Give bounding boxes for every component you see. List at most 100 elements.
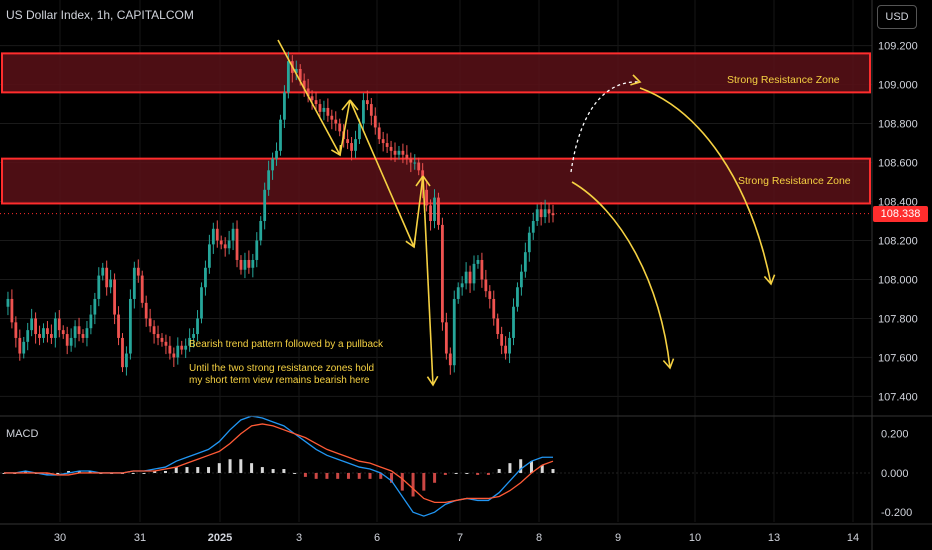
candle-body [271,158,274,171]
macd-histogram-bar [497,469,501,473]
candle-body [433,197,436,221]
candle-body [393,150,397,155]
candle-body [255,240,259,260]
candle-body [148,318,152,327]
candle-body [504,345,508,354]
candle-body [425,189,429,206]
x-tick-label: 10 [689,532,701,544]
macd-line [4,415,553,517]
macd-histogram-bar [260,467,264,473]
candle-body [437,197,440,225]
candle-body [81,334,85,338]
candle-body [334,119,338,124]
x-tick-label: 14 [847,532,859,544]
candle-body [57,318,61,331]
macd-histogram-bar [390,472,394,483]
candle-body [448,353,452,366]
macd-tick-label: 0.000 [881,468,909,480]
candle-body [472,263,476,284]
candle-body [6,298,10,307]
candle-body [405,154,409,159]
x-tick-label: 3 [296,532,302,544]
candle-body [377,127,381,140]
pullback-tick-1 [341,99,351,111]
candle-body [543,209,547,218]
candle-body [101,267,105,276]
candle-body [204,267,207,288]
last-price-tag[interactable]: 108.338 [873,206,928,222]
candle-body [152,326,156,335]
chart-title: US Dollar Index, 1h, CAPITALCOM [6,8,194,22]
projection-path-lower [571,181,671,369]
y-tick-label: 109.000 [878,80,918,92]
resistance-zone-box [1,52,871,94]
candle-body [180,345,184,350]
candle-body [460,283,464,288]
signal-line [4,423,554,504]
candle-body [302,80,306,89]
candle-body [452,298,456,366]
candle-body [365,100,369,105]
candle-body [136,267,140,276]
y-tick-label: 109.200 [878,41,918,53]
candle-body [192,334,195,338]
lower-zone-label: Strong Resistance Zone [738,175,851,187]
trend-leg-2 [349,99,415,248]
candle-body [223,244,227,249]
candle-body [184,345,188,350]
macd-histogram-bar [293,472,297,474]
macd-histogram-bar [88,471,92,473]
candle-body [263,189,267,221]
macd-histogram-bar [185,467,189,473]
candle-body [527,232,531,253]
view-note-line2: my short term view remains bearish here [189,375,370,386]
candle-body [22,341,26,354]
candle-body [318,104,322,112]
candle-body [53,318,57,338]
macd-histogram-bar [282,469,286,473]
candle-body [69,337,73,346]
candle-body [480,259,484,280]
candle-body [417,162,421,171]
macd-histogram-bar [486,472,490,475]
candle-body [121,337,124,368]
candle-body [338,123,342,132]
candle-body [231,228,235,241]
candle-body [132,267,136,299]
candle-body [310,96,314,101]
candle-body [520,271,523,288]
currency-button[interactable]: USD [877,5,917,29]
candle-body [358,123,361,140]
candle-body [456,287,460,299]
candle-body [227,240,231,249]
macd-histogram-bar [411,472,415,497]
macd-histogram-bar [314,472,318,479]
resistance-zone-box [1,157,871,205]
candle-body [346,139,350,144]
projection-path-upper [639,87,772,285]
macd-histogram-bar [24,471,28,473]
candle-body [239,259,243,270]
macd-histogram-bar [174,467,178,473]
candle-body [275,150,278,159]
candle-body [200,287,203,319]
candle-body [247,259,251,268]
candle-body [330,115,334,120]
macd-histogram-bar [551,469,555,473]
candle-body [389,146,393,151]
candlestick-series [6,51,555,376]
y-tick-label: 107.400 [878,391,918,403]
candle-body [196,318,199,335]
candle-body [369,104,373,116]
candle-body [551,213,555,216]
macd-histogram-bar [271,469,275,473]
candle-body [441,224,444,323]
pullback-leg-2 [413,175,424,248]
candle-body [164,341,168,346]
macd-histogram-bar [131,472,135,474]
resistance-zones [0,52,872,215]
macd-histogram-bar [77,471,81,473]
pattern-note: Bearish trend pattern followed by a pull… [189,339,384,350]
macd-tick-label: -0.200 [881,507,912,519]
